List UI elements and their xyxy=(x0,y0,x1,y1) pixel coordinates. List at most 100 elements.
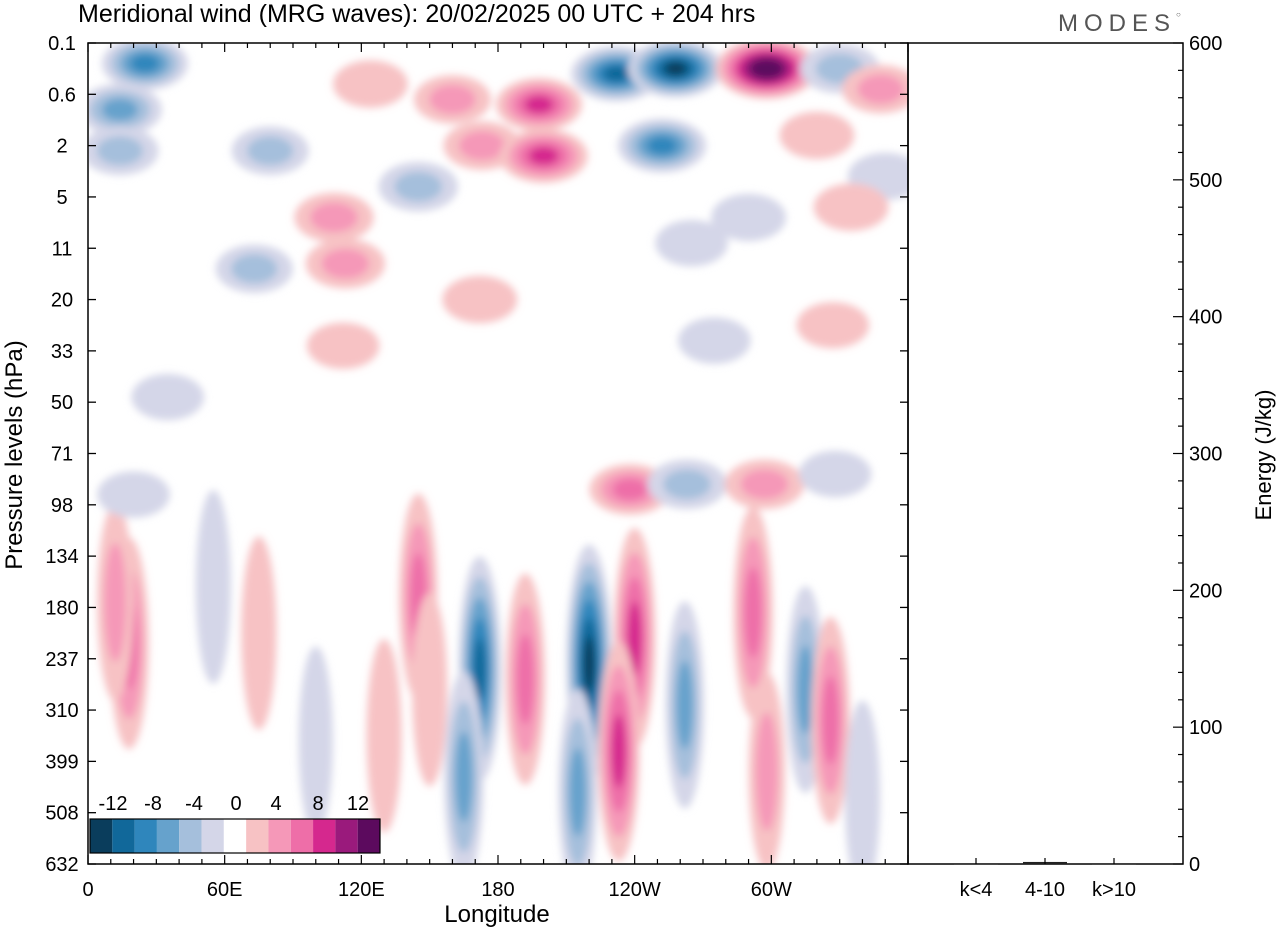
wind-contour xyxy=(844,700,881,864)
colorbar-swatch xyxy=(357,819,380,853)
pressure-ticks: 0.1 0.6 2 5 11 20 33 50 71 98 134 180 237 310 399 508 63… xyxy=(45,33,908,876)
wind-feature xyxy=(366,638,402,833)
y-tick-label: 0.1 xyxy=(48,33,76,55)
wind-contour xyxy=(310,202,358,233)
wind-feature xyxy=(89,126,159,175)
wind-feature xyxy=(647,459,727,510)
wind-feature xyxy=(241,536,277,730)
wind-contour xyxy=(740,469,789,500)
wind-contour xyxy=(655,220,728,267)
wind-feature xyxy=(131,373,204,421)
wind-contour xyxy=(366,638,402,833)
wind-contour xyxy=(797,645,814,734)
wind-contour xyxy=(231,254,278,284)
colorbar-swatch xyxy=(90,819,113,853)
y-tick-label: 5 xyxy=(56,187,67,209)
x-axis-label: Longitude xyxy=(444,901,549,928)
wind-contour xyxy=(798,450,872,498)
y-tick-label: 632 xyxy=(45,854,78,876)
wind-contour xyxy=(101,98,138,121)
energy-category-label: k<4 xyxy=(960,879,993,901)
wind-contour xyxy=(524,95,554,114)
wind-feature xyxy=(655,220,728,267)
colorbar-label: 12 xyxy=(347,793,369,815)
wind-feature xyxy=(811,616,850,824)
y-tick-label: 399 xyxy=(45,751,78,773)
energy-tick-label: 100 xyxy=(1189,717,1222,739)
y-tick-label: 33 xyxy=(51,341,73,363)
energy-tick-label: 300 xyxy=(1189,444,1222,466)
energy-frame xyxy=(907,42,1184,865)
wind-contour xyxy=(822,675,839,765)
heatmap-panel: -12 -8 -4 0 4 8 12 0.1 0.6 2 5 11 20 33 50 71 98 134 180 2… xyxy=(1,33,909,928)
wind-contour xyxy=(321,248,370,279)
wind-feature xyxy=(796,302,870,349)
wind-feature xyxy=(715,44,818,99)
wind-feature xyxy=(842,64,908,114)
y-axis-label: Pressure levels (hPa) xyxy=(1,340,28,569)
wind-contour xyxy=(473,638,486,700)
wind-contour xyxy=(429,84,476,114)
wind-contour xyxy=(664,62,687,76)
wind-contour xyxy=(97,471,170,518)
wind-contour xyxy=(857,74,904,104)
x-tick-label: 120E xyxy=(338,879,385,901)
x-tick-label: 60E xyxy=(207,879,243,901)
wind-contour xyxy=(744,567,762,658)
colorbar-swatch xyxy=(313,819,336,853)
wind-contour xyxy=(779,111,855,160)
wind-feature xyxy=(589,464,671,515)
wind-contour xyxy=(604,66,629,82)
colorbar: -12 -8 -4 0 4 8 12 xyxy=(89,793,381,854)
colorbar-swatch xyxy=(134,819,157,853)
wind-contour xyxy=(583,636,595,692)
wind-feature xyxy=(294,192,374,243)
colorbar-swatch xyxy=(112,819,135,853)
wind-feature xyxy=(779,111,855,160)
energy-ticks: 0 100 200 300 400 500 600 xyxy=(1173,33,1222,876)
longitude-ticks: 0 60E 120E 180 120W 60W xyxy=(82,43,909,901)
wind-feature xyxy=(597,640,640,862)
chart-title: Meridional wind (MRG waves): 20/02/2025 … xyxy=(78,0,756,28)
colorbar-label: 8 xyxy=(312,793,323,815)
wind-contour xyxy=(813,183,889,231)
y-tick-label: 180 xyxy=(45,597,78,619)
wind-contour xyxy=(711,193,786,242)
wind-contour xyxy=(755,712,778,832)
wind-contour xyxy=(96,136,144,166)
wind-contour xyxy=(195,490,231,684)
wind-contour xyxy=(394,171,443,202)
x-tick-label: 0 xyxy=(82,879,93,901)
energy-axis-label: Energy (J/kg) xyxy=(1251,390,1276,521)
wind-feature xyxy=(97,503,134,702)
colorbar-swatch xyxy=(246,819,269,853)
wind-contour xyxy=(796,302,870,349)
energy-panel: 0 100 200 300 400 500 600 k<4 4-10 k>10 Energy (… xyxy=(907,33,1276,901)
y-tick-label: 508 xyxy=(45,803,78,825)
y-tick-label: 2 xyxy=(56,136,67,158)
wind-contour xyxy=(678,317,751,364)
wind-feature xyxy=(733,506,773,719)
wind-contour xyxy=(241,536,277,730)
wind-feature xyxy=(412,592,448,787)
energy-tick-label: 400 xyxy=(1189,307,1222,329)
y-tick-label: 11 xyxy=(52,238,73,260)
wind-feature xyxy=(231,126,309,175)
energy-tick-label: 200 xyxy=(1189,580,1222,602)
wind-feature xyxy=(495,78,583,131)
wind-contour xyxy=(298,646,333,836)
wind-feature xyxy=(306,322,380,369)
y-tick-label: 98 xyxy=(51,495,73,517)
wind-feature xyxy=(813,183,889,231)
wind-feature xyxy=(89,83,162,136)
x-tick-label: 60W xyxy=(751,879,792,901)
wind-contour xyxy=(627,601,642,675)
wind-feature xyxy=(617,118,707,173)
wind-feature xyxy=(305,238,386,289)
x-tick-label: 180 xyxy=(481,879,514,901)
energy-tick-label: 0 xyxy=(1189,854,1200,876)
wind-feature xyxy=(444,671,484,864)
wind-feature xyxy=(844,700,881,864)
colorbar-swatch xyxy=(223,819,247,853)
